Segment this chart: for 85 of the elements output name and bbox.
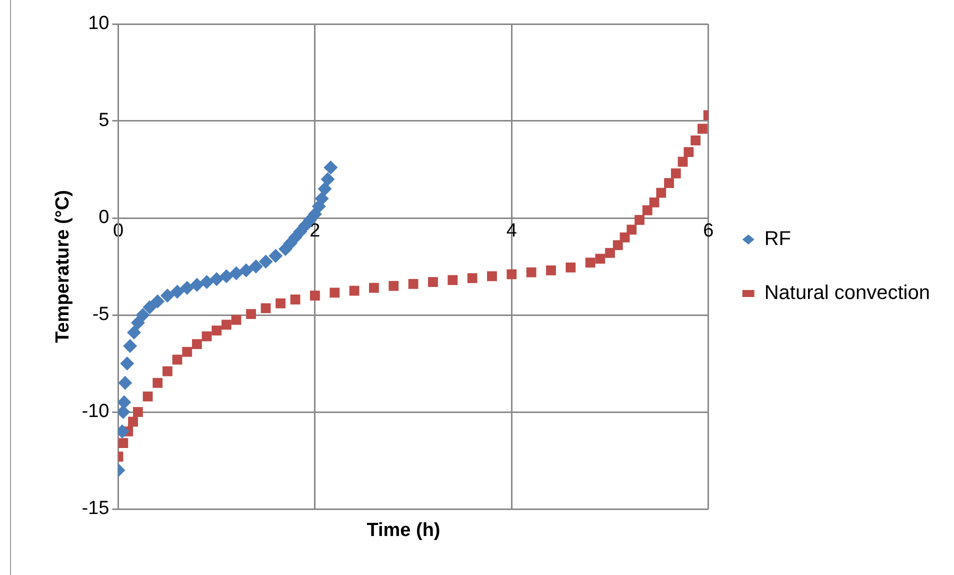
point (136, 308, 150, 322)
point (128, 416, 138, 427)
point (487, 271, 497, 282)
point (290, 294, 300, 304)
y-tick-label: -10 (82, 401, 110, 422)
point (162, 366, 172, 376)
point (182, 346, 192, 357)
point (408, 279, 418, 289)
point (268, 248, 283, 263)
point (467, 273, 478, 284)
point (330, 288, 340, 298)
point (258, 254, 273, 269)
point (118, 376, 132, 390)
point (123, 339, 138, 354)
point (276, 298, 286, 308)
point (324, 160, 338, 175)
point (428, 277, 438, 287)
point (369, 282, 379, 293)
y-tick-label: 10 (88, 13, 110, 34)
point (200, 275, 214, 290)
point (388, 280, 399, 291)
point (448, 275, 458, 286)
point (142, 392, 153, 402)
x-tick-label: 4 (506, 220, 518, 242)
point (246, 309, 256, 319)
point (231, 314, 242, 325)
point (546, 265, 556, 276)
point (132, 407, 143, 417)
y-tick-label: -15 (82, 498, 110, 520)
point (595, 254, 606, 264)
y-tick-label: 5 (98, 110, 110, 132)
point (160, 288, 174, 303)
point (260, 303, 271, 314)
point (656, 188, 666, 198)
point (349, 286, 360, 296)
point (678, 156, 688, 167)
point (126, 325, 141, 340)
point (649, 198, 660, 208)
point (150, 294, 165, 308)
point (118, 395, 132, 410)
point (152, 378, 163, 388)
point (190, 278, 204, 292)
point (180, 280, 194, 295)
point (221, 320, 232, 330)
point (229, 266, 244, 280)
x-axis-title: Time (h) (366, 520, 442, 542)
y-tick-label: -5 (92, 304, 110, 326)
point (698, 124, 708, 134)
point (626, 224, 637, 235)
point (634, 214, 644, 225)
point (192, 339, 202, 350)
point (642, 205, 652, 216)
point (170, 284, 184, 299)
point (219, 269, 234, 284)
point (314, 192, 329, 206)
point (664, 178, 674, 188)
point (212, 326, 222, 336)
point (318, 182, 332, 196)
point (566, 262, 576, 272)
point (120, 356, 134, 370)
point (620, 232, 630, 242)
point (670, 168, 681, 178)
point (310, 290, 320, 301)
x-tick-label: 2 (310, 220, 320, 242)
point (248, 260, 263, 274)
legend-label: RF (764, 228, 792, 250)
point (605, 248, 615, 258)
y-axis-title: Temperature (°C) (52, 190, 74, 343)
point (118, 438, 128, 448)
point (202, 331, 212, 342)
point (142, 300, 157, 314)
point (684, 147, 694, 157)
y-tick-label: 0 (98, 207, 110, 228)
point (320, 172, 335, 186)
point (690, 135, 701, 146)
point (506, 269, 517, 280)
point (130, 316, 145, 330)
point (612, 240, 623, 250)
x-tick-label: 6 (703, 220, 714, 242)
legend-label: Natural convection (764, 282, 930, 304)
point (239, 263, 254, 278)
point (172, 354, 182, 365)
point (526, 267, 536, 278)
point (210, 272, 224, 286)
point (585, 258, 596, 268)
